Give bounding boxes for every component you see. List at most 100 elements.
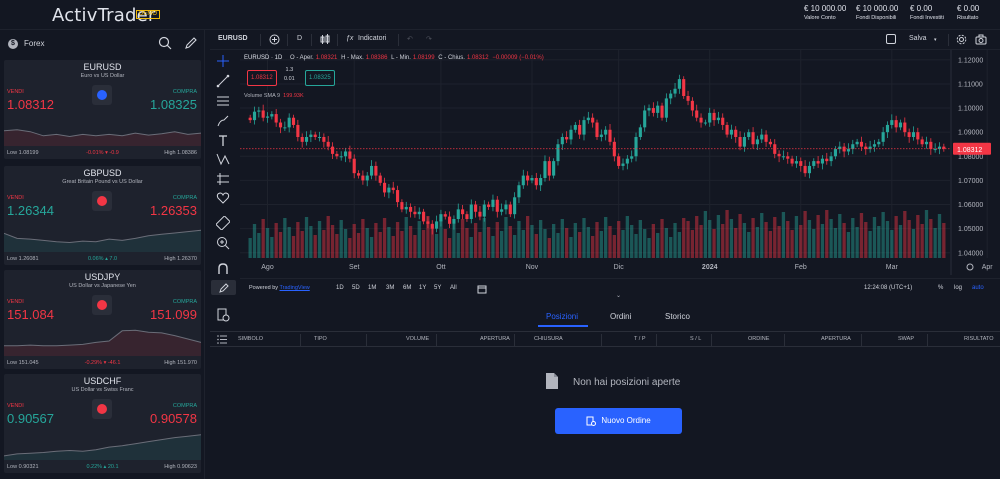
lock-drawings-toggle[interactable]: [211, 280, 236, 295]
column-header[interactable]: APERTURA: [480, 336, 510, 342]
range-5d[interactable]: 5D: [352, 285, 360, 291]
range-5y[interactable]: 5Y: [434, 285, 442, 291]
log-toggle[interactable]: log: [954, 285, 963, 291]
new-order-button[interactable]: Nuovo Ordine: [555, 408, 682, 434]
camera-icon[interactable]: [975, 34, 987, 45]
heart-icon[interactable]: [216, 191, 230, 205]
sell-price-button[interactable]: 1.08312: [7, 97, 54, 112]
column-header[interactable]: TIPO: [314, 336, 327, 342]
columns-menu-icon[interactable]: [217, 335, 227, 344]
column-header[interactable]: ORDINE: [748, 336, 770, 342]
chevron-down-icon[interactable]: ▾: [934, 37, 937, 43]
instrument-card-usdjpy[interactable]: USDJPY US Dollar vs Japanese Yen VENDI COMP…: [4, 270, 201, 369]
range-3m[interactable]: 3M: [386, 285, 395, 291]
range-1d[interactable]: 1D: [336, 285, 344, 291]
candle-body: [686, 96, 690, 101]
add-compare-icon[interactable]: [269, 34, 280, 45]
range-1y[interactable]: 1Y: [419, 285, 427, 291]
range-1m[interactable]: 1M: [368, 285, 377, 291]
volume-bar: [933, 228, 937, 258]
redo-icon[interactable]: ↷: [426, 36, 432, 43]
clock-time[interactable]: 12:24:08 (UTC+1): [864, 285, 913, 291]
volume-bar: [738, 214, 742, 258]
instrument-card-eurusd[interactable]: EURUSD Euro vs US Dollar VENDI COMPRA 1.0831…: [4, 60, 201, 159]
magnet-icon[interactable]: [216, 262, 230, 276]
volume-bar: [426, 216, 430, 258]
candle-body: [794, 161, 798, 164]
auto-toggle[interactable]: auto: [972, 285, 984, 291]
volume-bar: [551, 224, 556, 258]
chart-settings-icon[interactable]: [966, 263, 974, 271]
indicators-button[interactable]: Indicatori: [358, 35, 387, 42]
buy-price-button[interactable]: 1.08325: [150, 97, 197, 112]
volume-bar: [630, 225, 634, 258]
tab-orders[interactable]: Ordini: [610, 312, 632, 321]
interval-selector[interactable]: D: [297, 35, 303, 42]
pattern-icon[interactable]: [216, 152, 230, 166]
column-header[interactable]: CHIUSURA: [534, 336, 563, 342]
indicators-icon[interactable]: ƒx: [346, 35, 354, 42]
instrument-card-gbpusd[interactable]: GBPUSD Great Britain Pound vs US Dollar VE…: [4, 166, 201, 265]
search-icon[interactable]: [158, 36, 172, 50]
range-6m[interactable]: 6M: [403, 285, 412, 291]
candle-body: [677, 79, 681, 89]
candle-body: [352, 158, 356, 174]
candle-body: [508, 204, 512, 215]
quick-sell-button[interactable]: 1.08312: [247, 70, 277, 86]
column-header[interactable]: VOLUME: [406, 336, 430, 342]
percent-toggle[interactable]: %: [938, 285, 944, 291]
volume-bar: [608, 226, 612, 258]
sell-price-button[interactable]: 1.26344: [7, 203, 54, 218]
crosshair-icon[interactable]: [216, 54, 230, 68]
powered-by-text: Powered by: [249, 285, 279, 291]
tradingview-link[interactable]: TradingView: [279, 285, 310, 291]
undo-icon[interactable]: ↶: [407, 36, 413, 43]
horizontal-lines-icon[interactable]: [216, 94, 230, 108]
column-divider: [300, 334, 301, 346]
ruler-icon[interactable]: [216, 216, 230, 230]
tab-positions[interactable]: Posizioni: [546, 312, 579, 321]
brush-icon[interactable]: [216, 114, 230, 128]
zoom-in-icon[interactable]: [216, 236, 230, 250]
gear-icon[interactable]: [956, 34, 967, 45]
go-to-date-icon[interactable]: [477, 284, 487, 294]
text-icon[interactable]: [216, 134, 230, 148]
save-button[interactable]: Salva: [909, 35, 927, 42]
sell-price-button[interactable]: 0.90567: [7, 411, 54, 426]
legend-low: 1.08199: [412, 55, 435, 61]
candles-icon[interactable]: [320, 34, 330, 45]
forecast-icon[interactable]: [216, 172, 230, 186]
buy-price-button[interactable]: 1.26353: [150, 203, 197, 218]
volume-bar: [252, 224, 257, 258]
buy-price-button[interactable]: 151.099: [150, 307, 197, 322]
edit-icon[interactable]: [184, 36, 198, 50]
lot-size[interactable]: 1.3 0.01: [284, 66, 295, 84]
category-title[interactable]: Forex: [24, 39, 45, 48]
collapse-panel-icon[interactable]: ⌄: [616, 293, 622, 299]
quick-buy-button[interactable]: 1.08325: [305, 70, 335, 86]
chart-toolbar: EURUSD D ƒx Indicatori ↶ ↷ Salva ▾: [210, 30, 1000, 50]
symbol-selector[interactable]: EURUSD: [218, 35, 248, 42]
column-header[interactable]: SIMBOLO: [238, 336, 264, 342]
range-all[interactable]: All: [450, 285, 457, 291]
fullscreen-checkbox-icon[interactable]: [886, 34, 896, 44]
candle-body: [452, 219, 456, 224]
volume-bar: [335, 234, 339, 258]
column-header[interactable]: APERTURA: [821, 336, 851, 342]
column-header[interactable]: RISULTATO: [964, 336, 994, 342]
object-tree-icon[interactable]: [216, 308, 230, 322]
sell-price-button[interactable]: 151.084: [7, 307, 54, 322]
volume-bar: [417, 221, 421, 258]
instrument-card-usdchf[interactable]: USDCHF US Dollar vs Swiss Franc VENDI COMPR…: [4, 374, 201, 473]
trend-line-icon[interactable]: [216, 74, 230, 88]
column-header[interactable]: S / L: [690, 336, 702, 342]
price-chart[interactable]: 1.12000 1.11000 1.10000 1.09000 1.08000 1.070…: [240, 50, 1000, 275]
candle-body: [612, 141, 616, 157]
tab-history[interactable]: Storico: [665, 312, 690, 321]
candle-body: [461, 209, 465, 215]
column-header[interactable]: T / P: [634, 336, 646, 342]
buy-price-button[interactable]: 0.90578: [150, 411, 197, 426]
column-header[interactable]: SWAP: [898, 336, 914, 342]
candle-body: [829, 156, 833, 162]
volume-bar: [452, 224, 456, 258]
